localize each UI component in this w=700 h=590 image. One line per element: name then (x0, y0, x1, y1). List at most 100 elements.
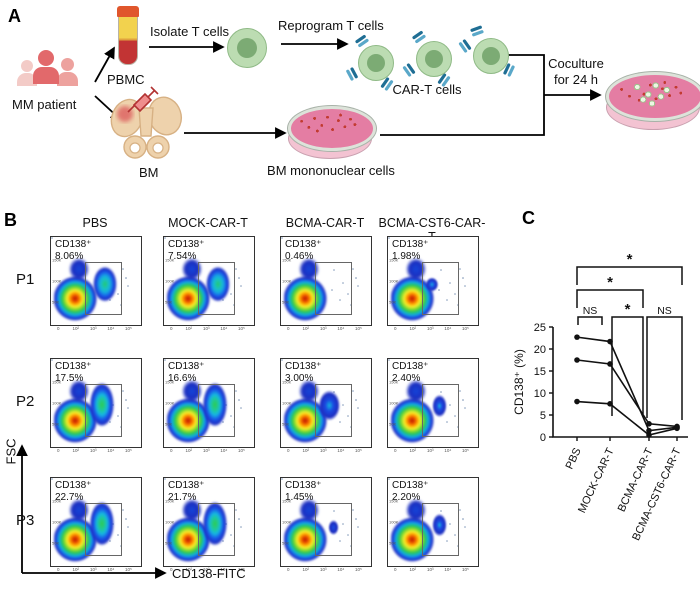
cd138-population-blob (327, 519, 339, 537)
gate-stats-label: CD138⁺ 17.5% (55, 361, 92, 384)
y-axis-ticks: 150K 100K 50K (389, 257, 399, 305)
x-axis-ticks: 0 10² 10³ 10⁴ 10⁵ (169, 448, 245, 453)
gate-rectangle (198, 502, 236, 556)
y-axis-ticks: 150K 100K 50K (165, 498, 175, 546)
gate-stats-label: CD138⁺ 3.00% (285, 361, 322, 384)
svg-text:NS: NS (583, 305, 598, 317)
flow-plot-P3-BCMA-CST6-CAR-T: CD138⁺ 2.20% 150K 100K 50K 0 10² 10³ 10⁴ 10⁵ (387, 477, 479, 572)
x-axis-ticks: 0 10² 10³ 10⁴ 10⁵ (286, 448, 362, 453)
x-axis-ticks: 0 10² 10³ 10⁴ 10⁵ (393, 448, 469, 453)
gate-rectangle (315, 261, 353, 315)
svg-text:NS: NS (657, 305, 672, 317)
column-header-MOCK-CAR-T: MOCK-CAR-T (168, 216, 248, 230)
coculture-label: Coculture for 24 h (548, 56, 604, 88)
svg-text:MOCK-CAR-T: MOCK-CAR-T (576, 446, 617, 515)
fsc-axis-label: FSC (3, 438, 19, 465)
scatter-specks (51, 478, 53, 480)
gate-stats-label: CD138⁺ 7.54% (168, 239, 205, 262)
cd138-population-blob (432, 513, 448, 538)
gate-rectangle (422, 502, 460, 556)
y-axis-ticks: 150K 100K 50K (165, 257, 175, 305)
gate-rectangle (315, 383, 353, 437)
panel-c-chart: 0510152025PBSMOCK-CAR-TBCMA-CAR-TBCMA-CS… (512, 251, 688, 543)
y-axis-ticks: 150K 100K 50K (52, 379, 62, 427)
svg-text:10: 10 (534, 388, 546, 400)
gate-rectangle (198, 383, 236, 437)
scatter-specks (388, 478, 390, 480)
x-axis-ticks: 0 10² 10³ 10⁴ 10⁵ (56, 448, 132, 453)
main-population-blob (390, 494, 440, 563)
cd138-population-blob (91, 263, 119, 308)
x-axis-ticks: 0 10² 10³ 10⁴ 10⁵ (169, 326, 245, 331)
panel-c-label: C (522, 208, 535, 228)
scatter-specks (388, 359, 390, 361)
svg-text:15: 15 (534, 366, 546, 378)
gate-rectangle (85, 502, 123, 556)
t-cell-icon (227, 28, 267, 68)
cd138-population-blob (425, 276, 440, 293)
flow-cytometry-grid: PBSMOCK-CAR-TBCMA-CAR-TBCMA-CST6-CAR-TP1… (16, 216, 485, 572)
mm-patient-label: MM patient (12, 97, 77, 112)
flow-plot-P2-PBS: CD138⁺ 17.5% 150K 100K 50K 0 10² 10³ 10⁴ 10⁵ (50, 358, 142, 453)
flow-plot-P2-BCMA-CAR-T: CD138⁺ 3.00% 150K 100K 50K 0 10² 10³ 10⁴ 10⁵ (280, 358, 372, 453)
main-population-blob (283, 253, 333, 322)
car-t-cell-icon (358, 45, 394, 81)
gate-rectangle (198, 261, 236, 315)
column-header-BCMA-CAR-T: BCMA-CAR-T (285, 216, 365, 230)
y-axis-ticks: 150K 100K 50K (282, 379, 292, 427)
scatter-specks (281, 359, 283, 361)
y-axis-ticks: 150K 100K 50K (389, 498, 399, 546)
gate-rectangle (315, 502, 353, 556)
flow-plot-P3-MOCK-CAR-T: CD138⁺ 21.7% 150K 100K 50K 0 10² 10³ 10⁴ 10⁵ (163, 477, 255, 572)
flow-plot-P1-BCMA-CAR-T: CD138⁺ 0.46% 150K 100K 50K 0 10² 10³ 10⁴ 10⁵ (280, 236, 372, 331)
svg-text:25: 25 (534, 322, 546, 334)
y-axis-ticks: 150K 100K 50K (282, 257, 292, 305)
flow-plot-P2-MOCK-CAR-T: CD138⁺ 16.6% 150K 100K 50K 0 10² 10³ 10⁴ 10⁵ (163, 358, 255, 453)
flow-plot-P2-BCMA-CST6-CAR-T: CD138⁺ 2.40% 150K 100K 50K 0 10² 10³ 10⁴ 10⁵ (387, 358, 479, 453)
bm-label: BM (139, 165, 159, 180)
cd138-fitc-axis-label: CD138-FITC (172, 566, 246, 581)
scatter-specks (281, 478, 283, 480)
x-axis-ticks: 0 10² 10³ 10⁴ 10⁵ (169, 567, 245, 572)
main-population-blob (283, 494, 333, 563)
svg-text:0: 0 (540, 432, 546, 444)
cd138-population-blob (432, 394, 448, 419)
car-t-cells-label: CAR-T cells (392, 82, 462, 97)
car-t-cell-icon (473, 38, 509, 74)
mm-patient-icon (14, 50, 90, 96)
svg-text:PBS: PBS (564, 446, 584, 471)
isolate-t-cells-label: Isolate T cells (150, 24, 230, 39)
fsc-axis-arrow (16, 444, 167, 579)
blood-tube-icon (116, 6, 140, 68)
flow-plot-P3-BCMA-CAR-T: CD138⁺ 1.45% 150K 100K 50K 0 10² 10³ 10⁴ 10⁵ (280, 477, 372, 572)
syringe-icon (127, 86, 159, 113)
row-label-P1: P1 (16, 271, 35, 288)
row-label-P2: P2 (16, 393, 35, 410)
cd138-population-blob (87, 497, 117, 556)
gate-stats-label: CD138⁺ 2.20% (392, 480, 429, 503)
gate-stats-label: CD138⁺ 2.40% (392, 361, 429, 384)
coculture-dish-icon (606, 72, 700, 132)
y-axis-ticks: 150K 100K 50K (282, 498, 292, 546)
scatter-specks (51, 237, 53, 239)
y-axis-ticks: 150K 100K 50K (165, 379, 175, 427)
x-axis-ticks: 0 10² 10³ 10⁴ 10⁵ (393, 567, 469, 572)
panel-a-label: A (8, 6, 21, 26)
main-population-blob (53, 253, 103, 322)
flow-plot-P1-PBS: CD138⁺ 8.06% 150K 100K 50K 0 10² 10³ 10⁴ 10⁵ (50, 236, 142, 331)
pbmc-label: PBMC (107, 72, 145, 87)
scatter-specks (164, 359, 166, 361)
bm-dish-icon (288, 106, 376, 160)
x-axis-ticks: 0 10² 10³ 10⁴ 10⁵ (393, 326, 469, 331)
y-axis-ticks: 150K 100K 50K (389, 379, 399, 427)
flow-plot-P3-PBS: CD138⁺ 22.7% 150K 100K 50K 0 10² 10³ 10⁴ 10⁵ (50, 477, 142, 572)
x-axis-ticks: 0 10² 10³ 10⁴ 10⁵ (56, 326, 132, 331)
y-axis-ticks: 150K 100K 50K (52, 498, 62, 546)
gate-stats-label: CD138⁺ 1.45% (285, 480, 322, 503)
cd138-population-blob (200, 378, 230, 437)
flow-plot-P1-BCMA-CST6-CAR-T: CD138⁺ 1.98% 150K 100K 50K 0 10² 10³ 10⁴ 10⁵ (387, 236, 479, 331)
gate-stats-label: CD138⁺ 22.7% (55, 480, 92, 503)
cd138-population-blob (200, 497, 230, 556)
